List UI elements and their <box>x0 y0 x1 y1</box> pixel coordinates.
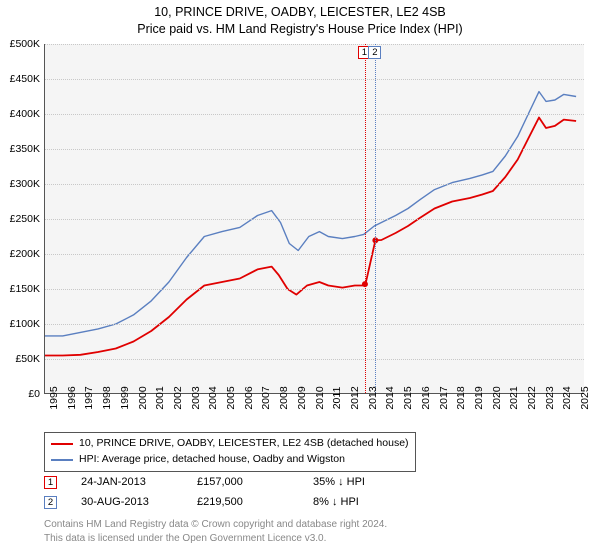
title-subtitle: Price paid vs. HM Land Registry's House … <box>0 21 600 38</box>
xtick-label: 2005 <box>225 386 237 409</box>
xtick-label: 2009 <box>296 386 308 409</box>
legend-swatch <box>51 459 73 461</box>
ytick-label: £50K <box>0 353 40 365</box>
sale-marker-1: 1 <box>44 476 57 489</box>
xtick-label: 2010 <box>314 386 326 409</box>
sale-price: £157,000 <box>197 476 289 488</box>
xtick-label: 2006 <box>243 386 255 409</box>
legend: 10, PRINCE DRIVE, OADBY, LEICESTER, LE2 … <box>44 432 416 472</box>
gridline <box>45 254 584 255</box>
xtick-label: 1995 <box>48 386 60 409</box>
xtick-label: 2018 <box>455 386 467 409</box>
gridline <box>45 79 584 80</box>
footer-line2: This data is licensed under the Open Gov… <box>44 532 387 546</box>
ytick-label: £500K <box>0 38 40 50</box>
sale-marker-box: 2 <box>368 46 381 59</box>
xtick-label: 1998 <box>101 386 113 409</box>
xtick-label: 2011 <box>331 387 343 410</box>
xtick-label: 2007 <box>260 386 272 409</box>
plot-area <box>44 44 584 394</box>
xtick-label: 2000 <box>137 386 149 409</box>
xtick-label: 2025 <box>579 386 591 409</box>
xtick-label: 1999 <box>119 386 131 409</box>
sale-date: 30-AUG-2013 <box>81 496 173 508</box>
gridline <box>45 324 584 325</box>
sale-date: 24-JAN-2013 <box>81 476 173 488</box>
xtick-label: 2004 <box>207 386 219 409</box>
xtick-label: 2014 <box>384 386 396 409</box>
sale-marker-line <box>365 44 366 393</box>
xtick-label: 2024 <box>561 386 573 409</box>
xtick-label: 2012 <box>349 386 361 409</box>
ytick-label: £400K <box>0 108 40 120</box>
legend-label: 10, PRINCE DRIVE, OADBY, LEICESTER, LE2 … <box>79 436 409 452</box>
ytick-label: £250K <box>0 213 40 225</box>
footer-line1: Contains HM Land Registry data © Crown c… <box>44 518 387 532</box>
gridline <box>45 149 584 150</box>
xtick-label: 2022 <box>526 386 538 409</box>
ytick-label: £150K <box>0 283 40 295</box>
gridline <box>45 289 584 290</box>
xtick-label: 2003 <box>190 386 202 409</box>
xtick-label: 2017 <box>438 386 450 409</box>
legend-item: 10, PRINCE DRIVE, OADBY, LEICESTER, LE2 … <box>51 436 409 452</box>
sales-table: 1 24-JAN-2013 £157,000 35% ↓ HPI 2 30-AU… <box>44 472 405 512</box>
xtick-label: 2002 <box>172 386 184 409</box>
ytick-label: £450K <box>0 73 40 85</box>
title-address: 10, PRINCE DRIVE, OADBY, LEICESTER, LE2 … <box>0 4 600 21</box>
legend-item: HPI: Average price, detached house, Oadb… <box>51 452 409 468</box>
sales-row: 1 24-JAN-2013 £157,000 35% ↓ HPI <box>44 472 405 492</box>
gridline <box>45 184 584 185</box>
footer: Contains HM Land Registry data © Crown c… <box>44 518 387 545</box>
sale-delta: 35% ↓ HPI <box>313 476 405 488</box>
gridline <box>45 114 584 115</box>
xtick-label: 1997 <box>83 386 95 409</box>
xtick-label: 2015 <box>402 386 414 409</box>
xtick-label: 2019 <box>473 386 485 409</box>
xtick-label: 2008 <box>278 386 290 409</box>
xtick-label: 2021 <box>508 386 520 409</box>
xtick-label: 1996 <box>66 386 78 409</box>
legend-swatch <box>51 443 73 445</box>
series-hpi <box>45 92 576 336</box>
gridline <box>45 44 584 45</box>
ytick-label: £100K <box>0 318 40 330</box>
ytick-label: £200K <box>0 248 40 260</box>
xtick-label: 2020 <box>491 386 503 409</box>
xtick-label: 2023 <box>544 386 556 409</box>
gridline <box>45 359 584 360</box>
legend-label: HPI: Average price, detached house, Oadb… <box>79 452 345 468</box>
sale-delta: 8% ↓ HPI <box>313 496 405 508</box>
gridline <box>45 219 584 220</box>
ytick-label: £300K <box>0 178 40 190</box>
ytick-label: £350K <box>0 143 40 155</box>
chart-container: 10, PRINCE DRIVE, OADBY, LEICESTER, LE2 … <box>0 0 600 560</box>
sale-marker-line <box>375 44 376 393</box>
xtick-label: 2013 <box>367 386 379 409</box>
title-block: 10, PRINCE DRIVE, OADBY, LEICESTER, LE2 … <box>0 0 600 38</box>
sales-row: 2 30-AUG-2013 £219,500 8% ↓ HPI <box>44 492 405 512</box>
sale-price: £219,500 <box>197 496 289 508</box>
ytick-label: £0 <box>0 388 40 400</box>
xtick-label: 2001 <box>154 386 166 409</box>
xtick-label: 2016 <box>420 386 432 409</box>
sale-marker-2: 2 <box>44 496 57 509</box>
